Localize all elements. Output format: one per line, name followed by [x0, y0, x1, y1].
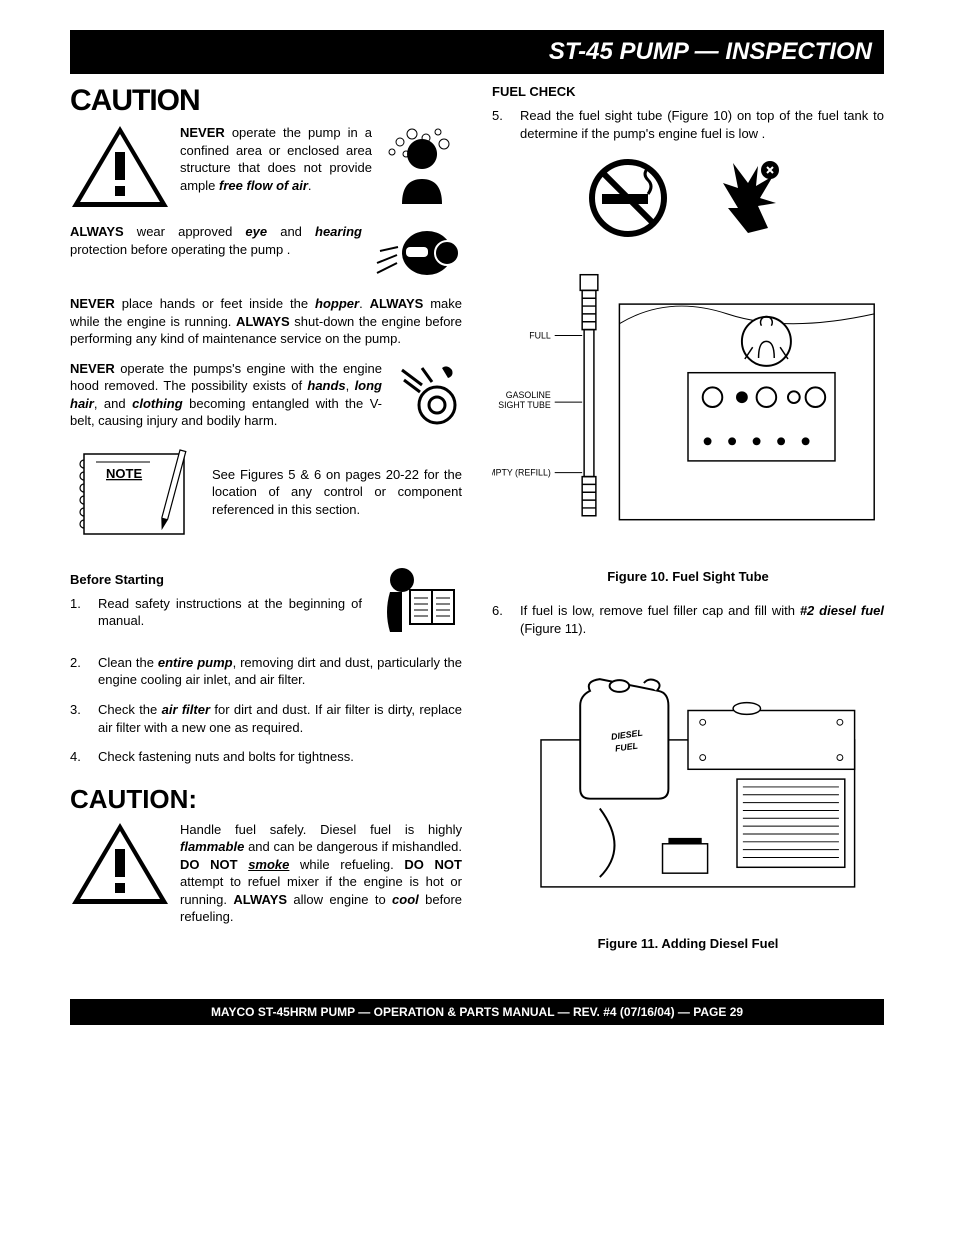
figure-10-caption: Figure 10. Fuel Sight Tube — [492, 569, 884, 584]
note-block: NOTE See Figures 5 & 6 on pages 20-22 fo… — [70, 442, 462, 542]
step-2: Clean the entire pump, removing dirt and… — [70, 654, 462, 689]
before-starting-list-cont: Clean the entire pump, removing dirt and… — [70, 654, 462, 766]
svg-text:NOTE: NOTE — [106, 466, 142, 481]
caution-block-1: NEVER operate the pump in a confined are… — [70, 124, 462, 209]
before-starting-list: Read safety instructions at the beginnin… — [70, 595, 362, 630]
fumes-person-icon — [382, 124, 462, 204]
figure-11-illustration: DIESEL FUEL — [492, 649, 884, 919]
notepad-icon: NOTE — [70, 442, 200, 542]
explosion-icon — [708, 158, 788, 238]
step-4: Check fastening nuts and bolts for tight… — [70, 748, 462, 766]
ppe-head-icon — [372, 223, 462, 283]
page-header-title: ST-45 PUMP — INSPECTION — [549, 38, 872, 65]
fuel-check-list: Read the fuel sight tube (Figure 10) on … — [492, 107, 884, 142]
engine-hood-block: NEVER operate the pumps's engine with th… — [70, 360, 462, 430]
footer-text: MAYCO ST-45HRM PUMP — OPERATION & PARTS … — [211, 1005, 743, 1019]
left-column: CAUTION NEVER operate the pump in a conf… — [70, 84, 462, 969]
figure-10-illustration: FULL GASOLINE SIGHT TUBE EMPTY (REFILL) — [492, 262, 884, 552]
fuel-check-list-2: If fuel is low, remove fuel filler cap a… — [492, 602, 884, 637]
svg-text:FULL: FULL — [529, 330, 551, 340]
caution-heading-2: CAUTION: — [70, 784, 462, 815]
before-starting-row: Before Starting Read safety instructions… — [70, 562, 462, 642]
engine-hood-text: NEVER operate the pumps's engine with th… — [70, 360, 382, 430]
caution1-text: NEVER operate the pump in a confined are… — [180, 124, 372, 194]
before-starting-heading: Before Starting — [70, 572, 362, 587]
no-smoking-icon — [588, 158, 668, 238]
eye-hearing-block: ALWAYS wear approved eye and hearing pro… — [70, 223, 462, 283]
safety-icon-row — [492, 158, 884, 238]
hopper-text: NEVER place hands or feet inside the hop… — [70, 295, 462, 348]
right-column: FUEL CHECK Read the fuel sight tube (Fig… — [492, 84, 884, 969]
fuel-caution-text: Handle fuel safely. Diesel fuel is highl… — [180, 821, 462, 926]
figure-11-caption: Figure 11. Adding Diesel Fuel — [492, 936, 884, 951]
svg-text:SIGHT TUBE: SIGHT TUBE — [498, 400, 551, 410]
content-columns: CAUTION NEVER operate the pump in a conf… — [70, 84, 884, 969]
step-1: Read safety instructions at the beginnin… — [70, 595, 362, 630]
caution-heading-1: CAUTION — [70, 84, 462, 118]
never-1: NEVER — [180, 125, 225, 140]
page-header-bar: ST-45 PUMP — INSPECTION — [70, 30, 884, 74]
step-3: Check the air filter for dirt and dust. … — [70, 701, 462, 736]
read-manual-icon — [372, 562, 462, 642]
step-5: Read the fuel sight tube (Figure 10) on … — [492, 107, 884, 142]
vbelt-hazard-icon — [392, 360, 462, 430]
page-footer-bar: MAYCO ST-45HRM PUMP — OPERATION & PARTS … — [70, 999, 884, 1025]
step-6: If fuel is low, remove fuel filler cap a… — [492, 602, 884, 637]
warning-triangle-icon-2 — [70, 821, 170, 906]
eye-hearing-text: ALWAYS wear approved eye and hearing pro… — [70, 223, 362, 258]
caution-block-2: Handle fuel safely. Diesel fuel is highl… — [70, 821, 462, 926]
fuel-check-heading: FUEL CHECK — [492, 84, 884, 99]
note-text: See Figures 5 & 6 on pages 20-22 for the… — [212, 466, 462, 519]
warning-triangle-icon — [70, 124, 170, 209]
svg-text:GASOLINE: GASOLINE — [506, 390, 551, 400]
svg-text:EMPTY (REFILL): EMPTY (REFILL) — [492, 468, 551, 478]
